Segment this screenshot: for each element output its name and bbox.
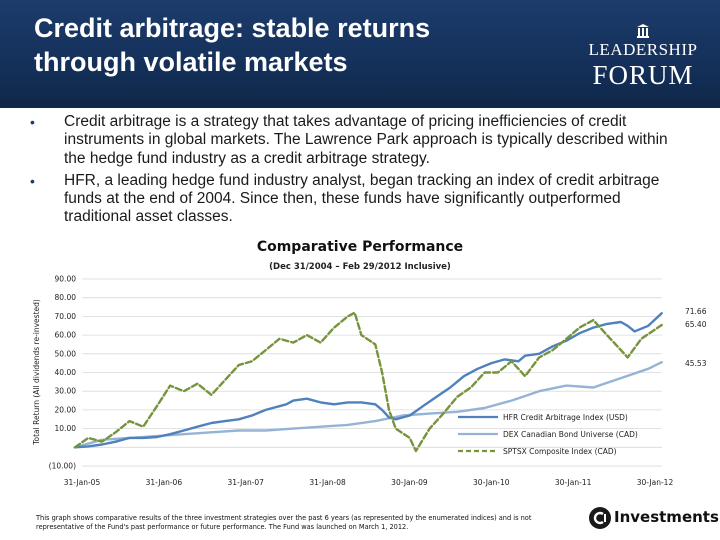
- end-value-label: 65.40: [685, 320, 707, 329]
- header-banner: Credit arbitrage: stable returns through…: [0, 0, 720, 108]
- chart-grid: [82, 278, 662, 467]
- footnote: This graph shows comparative results of …: [36, 514, 532, 531]
- y-tick-label: 30.00: [55, 387, 77, 396]
- y-tick-label: 10.00: [55, 424, 77, 433]
- x-tick-label: 30-Jan-11: [555, 478, 592, 487]
- y-tick-label: 80.00: [55, 293, 77, 302]
- x-tick-label: 31-Jan-08: [309, 478, 346, 487]
- end-value-label: 71.66: [685, 307, 707, 316]
- x-tick-label: 30-Jan-12: [637, 478, 674, 487]
- leadership-forum-logo: LEADERSHIP FORUM: [588, 24, 698, 94]
- y-tick-label: 90.00: [55, 275, 77, 284]
- performance-chart: (10.00)-10.0020.0030.0040.0050.0060.0070…: [32, 275, 707, 488]
- series-line: [73, 311, 663, 453]
- y-tick-label: 70.00: [55, 312, 77, 321]
- y-tick-label: 20.00: [55, 405, 77, 414]
- series-line: [73, 361, 663, 449]
- brand-name: Investments: [614, 508, 719, 526]
- end-value-labels: 71.66 45.53 65.40: [685, 307, 707, 368]
- bullet-text: Credit arbitrage is a strategy that take…: [64, 113, 668, 167]
- y-tick-label: 50.00: [55, 349, 77, 358]
- x-tick-label: 31-Jan-06: [146, 478, 183, 487]
- legend-entry: SPTSX Composite Index (CAD): [503, 447, 617, 456]
- chart-legend: HFR Credit Arbitrage Index (USD) DEX Cana…: [458, 413, 638, 456]
- chart-title: Comparative Performance: [256, 239, 464, 255]
- y-axis-ticks: (10.00)-10.0020.0030.0040.0050.0060.0070…: [49, 275, 77, 471]
- chart-subtitle: (Dec 31/2004 – Feb 29/2012 Inclusive): [269, 262, 451, 272]
- y-axis-label: Total Return (All dividends re-invested): [32, 299, 41, 446]
- legend-entry: HFR Credit Arbitrage Index (USD): [503, 413, 628, 422]
- legend-entry: DEX Canadian Bond Universe (CAD): [503, 430, 638, 439]
- bullet-marker: •: [30, 172, 35, 189]
- y-tick-label: 40.00: [55, 368, 77, 377]
- y-tick-label: (10.00): [49, 462, 76, 471]
- x-tick-label: 30-Jan-09: [391, 478, 428, 487]
- x-axis-ticks: 31-Jan-05 31-Jan-06 31-Jan-07 31-Jan-08 30-J…: [64, 478, 674, 487]
- end-value-label: 45.53: [685, 359, 707, 368]
- logo-text-line2: FORUM: [592, 60, 694, 90]
- bullet-marker: •: [30, 114, 35, 130]
- bullet-item: • HFR, a leading hedge fund industry anal…: [30, 172, 690, 227]
- ci-logo-icon: [589, 507, 611, 529]
- page-title: Credit arbitrage: stable returns through…: [34, 13, 431, 77]
- x-tick-label: 30-Jan-10: [473, 478, 510, 487]
- series-line: [73, 312, 663, 449]
- bullet-item: • Credit arbitrage is a strategy that tak…: [30, 113, 690, 168]
- logo-text-line1: LEADERSHIP: [588, 40, 698, 59]
- x-tick-label: 31-Jan-05: [64, 478, 101, 487]
- ci-investments-logo: Investments: [588, 506, 719, 532]
- bullet-text: HFR, a leading hedge fund industry analy…: [64, 171, 660, 226]
- y-tick-label: 60.00: [55, 331, 77, 340]
- bullet-list: • Credit arbitrage is a strategy that tak…: [30, 113, 690, 231]
- pillar-icon: [637, 24, 649, 38]
- chart-series: [73, 311, 663, 453]
- x-tick-label: 31-Jan-07: [227, 478, 264, 487]
